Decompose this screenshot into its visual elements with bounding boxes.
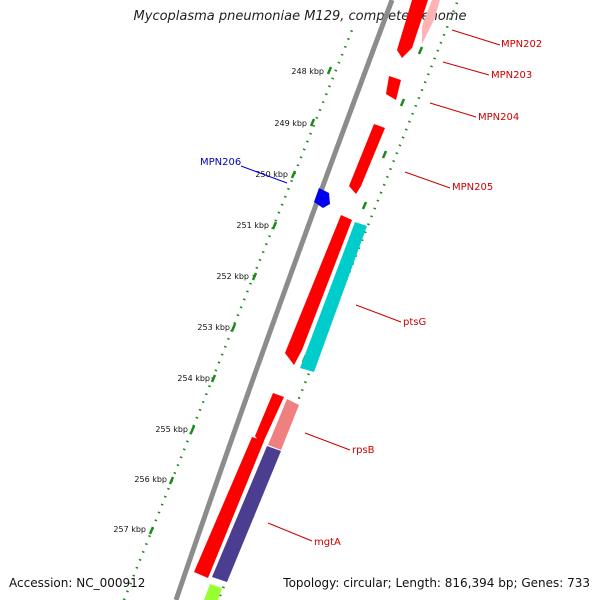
accession-text: Accession: NC_000912 — [9, 576, 146, 590]
gene-label-mpn202[interactable]: MPN202 — [501, 39, 542, 50]
tick-mark — [230, 323, 237, 332]
tick-label: 256 kbp — [134, 475, 167, 484]
gene-mpn204-arrow[interactable] — [349, 124, 385, 194]
tick-mark — [381, 150, 388, 159]
tick-mark — [361, 201, 368, 210]
gene-label-mpn204[interactable]: MPN204 — [478, 112, 519, 123]
tick-label: 254 kbp — [177, 374, 210, 383]
label-leader — [304, 432, 351, 451]
label-leader — [267, 522, 313, 542]
label-leader — [451, 29, 501, 46]
outer-tick-track — [122, 29, 354, 600]
tick-label: 252 kbp — [216, 272, 249, 281]
tick-mark — [251, 272, 258, 281]
gene-label-mgta[interactable]: mgtA — [314, 537, 341, 548]
tick-label: 257 kbp — [113, 525, 146, 534]
label-leader — [442, 61, 490, 76]
red-feature-1[interactable] — [285, 215, 352, 365]
tick-mark — [148, 526, 155, 535]
gene-label-mpn203[interactable]: MPN203 — [491, 70, 532, 81]
gene-mgta-arrow[interactable] — [212, 446, 281, 582]
gene-mpn202-arrow[interactable] — [397, 0, 428, 58]
gene-label-mpn205[interactable]: MPN205 — [452, 182, 493, 193]
tick-label: 250 kbp — [255, 170, 288, 179]
red-feature-3[interactable] — [194, 437, 264, 578]
tick-mark — [290, 170, 297, 179]
label-leader — [240, 165, 288, 184]
tick-label: 249 kbp — [274, 119, 307, 128]
tick-mark — [326, 66, 333, 75]
green-feature[interactable] — [204, 584, 222, 600]
genome-summary-text: Topology: circular; Length: 816,394 bp; … — [283, 576, 590, 590]
gene-ptsg-arrow[interactable] — [300, 222, 367, 372]
gene-label-rpsb[interactable]: rpsB — [352, 445, 375, 456]
genome-backbone — [173, 0, 395, 600]
label-leader — [355, 304, 402, 323]
gene-mpn203-arrow[interactable] — [386, 76, 401, 100]
tick-label: 253 kbp — [197, 323, 230, 332]
tick-label: 251 kbp — [236, 221, 269, 230]
tick-mark — [399, 98, 406, 107]
tick-mark — [417, 46, 424, 55]
tick-label: 255 kbp — [155, 425, 188, 434]
gene-mpn206-arrow[interactable] — [314, 188, 330, 208]
gene-mpn202-accent — [422, 0, 440, 44]
label-leader — [404, 171, 451, 189]
label-leader — [429, 102, 477, 118]
tick-mark — [271, 221, 278, 230]
gene-label-ptsg[interactable]: ptsG — [403, 317, 426, 328]
tick-label: 248 kbp — [291, 67, 324, 76]
tick-mark — [309, 118, 316, 127]
tick-mark — [189, 425, 196, 434]
gene-label-mpn206[interactable]: MPN206 — [200, 157, 241, 168]
red-feature-2[interactable] — [255, 393, 284, 445]
tick-mark — [210, 374, 217, 383]
tick-mark — [168, 476, 175, 485]
gene-rpsb-arrow[interactable] — [268, 399, 299, 450]
